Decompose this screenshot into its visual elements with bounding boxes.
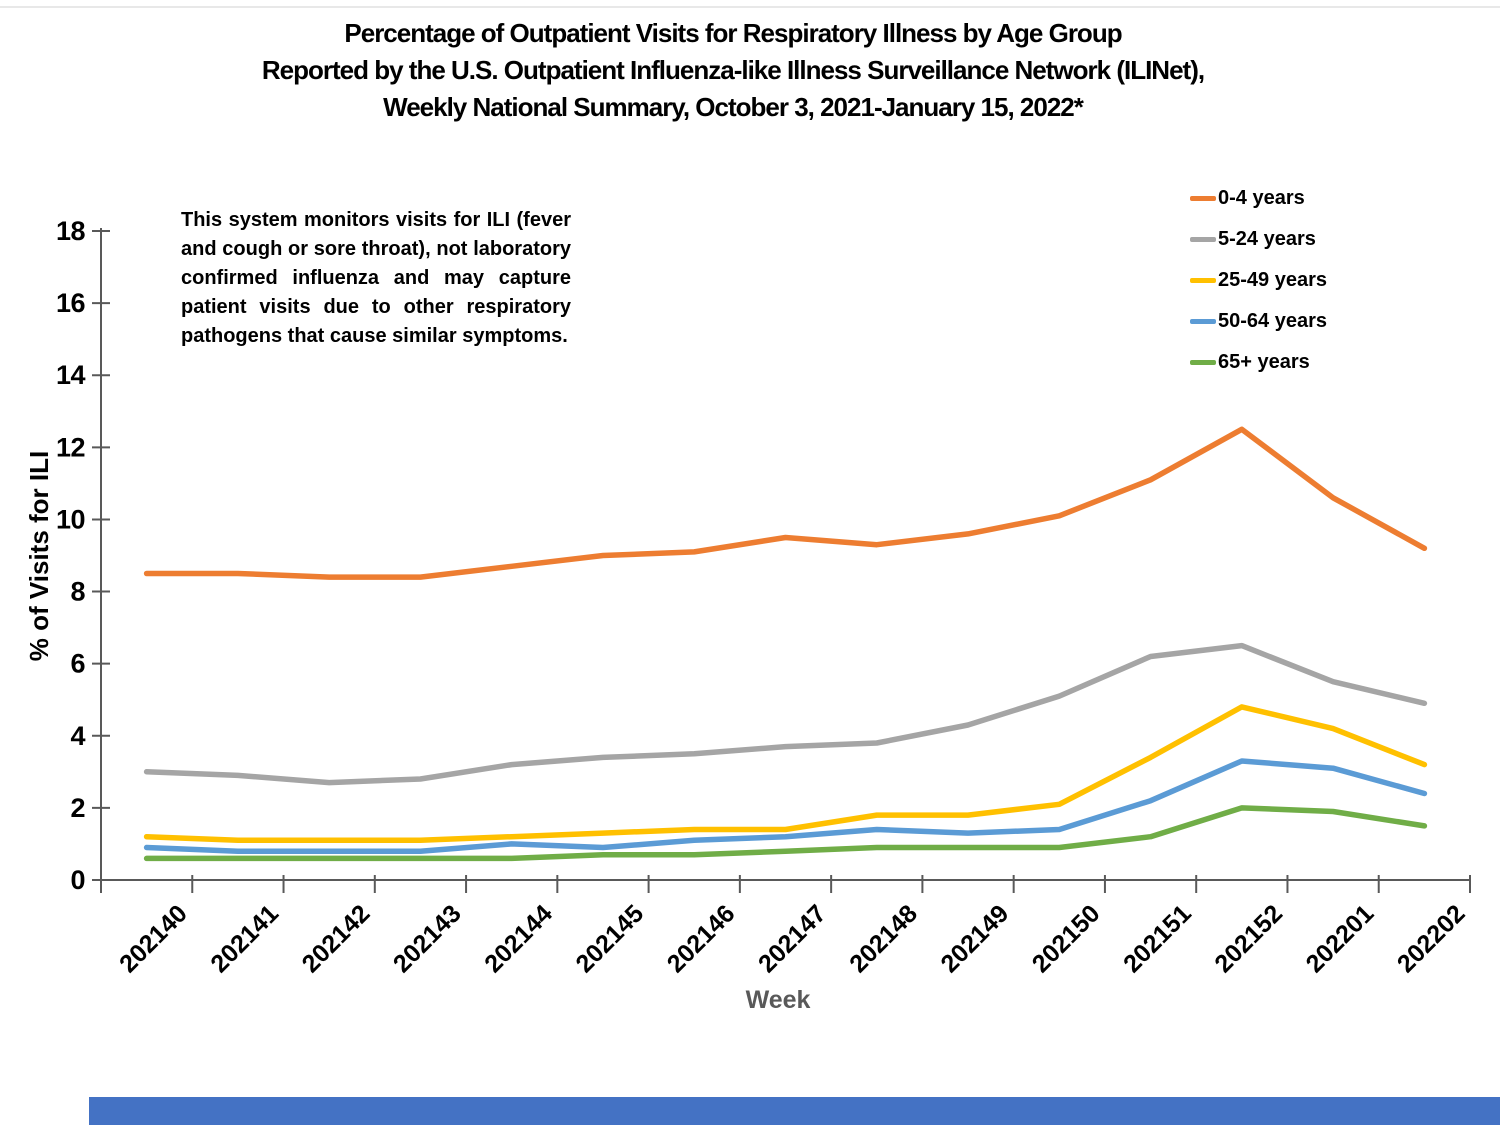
x-tick-label: 202146 <box>662 899 741 978</box>
chart-annotation: This system monitors visits for ILI (fev… <box>181 209 571 347</box>
y-axis-title: % of Visits for ILI <box>24 451 54 661</box>
legend-label: 25-49 years <box>1218 268 1327 291</box>
chart-title-line-2: Reported by the U.S. Outpatient Influenz… <box>261 55 1205 85</box>
series-line-0-4-years <box>143 426 1428 580</box>
y-tick-label: 14 <box>56 360 86 390</box>
x-tick-label: 202144 <box>479 899 558 978</box>
y-tick-label: 10 <box>56 504 85 534</box>
footer-band <box>89 1097 1500 1125</box>
legend-item-65-years: 65+ years <box>1190 350 1327 374</box>
x-tick-label: 202140 <box>114 899 193 978</box>
y-tick-label: 12 <box>56 432 85 462</box>
series-line-50-64-years <box>143 758 1428 854</box>
legend-swatch <box>1190 318 1216 324</box>
legend-label: 50-64 years <box>1218 309 1327 332</box>
legend-item-0-4-years: 0-4 years <box>1190 186 1327 210</box>
x-tick-label: 202152 <box>1209 899 1288 978</box>
x-tick-label: 202141 <box>205 899 284 978</box>
legend-swatch <box>1190 195 1216 201</box>
legend-swatch <box>1190 359 1216 365</box>
legend-label: 5-24 years <box>1218 227 1316 250</box>
x-tick-label: 202150 <box>1027 899 1106 978</box>
y-tick-label: 0 <box>70 865 85 895</box>
x-tick-label: 202148 <box>844 899 923 978</box>
y-tick-label: 6 <box>70 649 85 679</box>
y-tick-label: 18 <box>56 216 86 246</box>
legend-swatch <box>1190 236 1216 242</box>
top-border-line <box>0 6 1500 8</box>
chart-title-line-1: Percentage of Outpatient Visits for Resp… <box>344 18 1122 48</box>
legend-swatch <box>1190 277 1216 283</box>
legend-item-5-24-years: 5-24 years <box>1190 227 1327 251</box>
legend-item-25-49-years: 25-49 years <box>1190 268 1327 292</box>
x-tick-label: 202147 <box>753 899 832 978</box>
x-tick-label: 202201 <box>1301 899 1380 978</box>
x-tick-label: 202151 <box>1118 899 1197 978</box>
series-line-5-24-years <box>143 642 1428 786</box>
x-tick-label: 202202 <box>1392 899 1471 978</box>
x-tick-label: 202143 <box>388 899 467 978</box>
y-tick-label: 4 <box>70 721 85 751</box>
legend-label: 0-4 years <box>1218 186 1305 209</box>
series-line-25-49-years <box>143 704 1428 844</box>
x-axis-title: Week <box>746 986 811 1014</box>
y-tick-label: 16 <box>56 288 86 318</box>
chart-title: Percentage of Outpatient Visits for Resp… <box>0 15 1466 126</box>
series-line-65-years <box>143 805 1428 862</box>
chart-legend: 0-4 years 5-24 years 25-49 years 50-64 year… <box>1190 186 1327 391</box>
x-tick-label: 202149 <box>935 899 1014 978</box>
legend-item-50-64-years: 50-64 years <box>1190 309 1327 333</box>
x-tick-label: 202145 <box>570 899 649 978</box>
legend-label: 65+ years <box>1218 350 1310 373</box>
chart-title-line-3: Weekly National Summary, October 3, 2021… <box>383 92 1084 122</box>
x-tick-label: 202142 <box>297 899 376 978</box>
y-tick-label: 2 <box>70 793 85 823</box>
y-tick-label: 8 <box>70 577 85 607</box>
